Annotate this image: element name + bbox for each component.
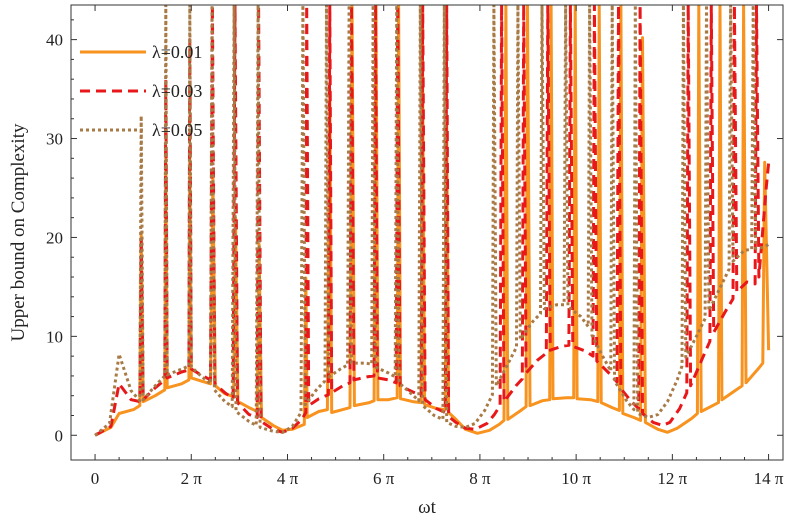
y-tick-label: 30 xyxy=(46,130,63,149)
y-tick-label: 0 xyxy=(55,426,64,445)
x-tick-label: 4 π xyxy=(277,469,299,488)
x-tick-label: 14 π xyxy=(754,469,784,488)
legend-label-2: λ=0.03 xyxy=(152,81,202,101)
series-line-3 xyxy=(94,5,770,437)
series-line-2 xyxy=(94,5,771,437)
x-tick-label: 6 π xyxy=(373,469,395,488)
x-tick-label: 2 π xyxy=(181,469,203,488)
y-tick-label: 40 xyxy=(46,31,63,50)
x-axis-label: ωt xyxy=(418,497,437,518)
y-tick-label: 20 xyxy=(46,228,63,247)
x-tick-label: 0 xyxy=(91,469,100,488)
legend-label-3: λ=0.05 xyxy=(152,120,202,140)
y-tick-label: 10 xyxy=(46,327,63,346)
legend-label-1: λ=0.01 xyxy=(152,42,202,62)
legend: λ=0.01 λ=0.03 λ=0.05 xyxy=(80,42,202,140)
x-tick-label: 10 π xyxy=(561,469,591,488)
x-tick-label: 12 π xyxy=(657,469,687,488)
series-layer xyxy=(94,5,771,437)
x-tick-label: 8 π xyxy=(469,469,491,488)
plot-frame xyxy=(70,4,784,461)
ticks-layer: 0 2 π 4 π 6 π 8 π 10 π 12 π 14 π 0 10 20 30 40 xyxy=(46,5,784,488)
y-axis-label: Upper bound on Complexity xyxy=(8,123,29,341)
